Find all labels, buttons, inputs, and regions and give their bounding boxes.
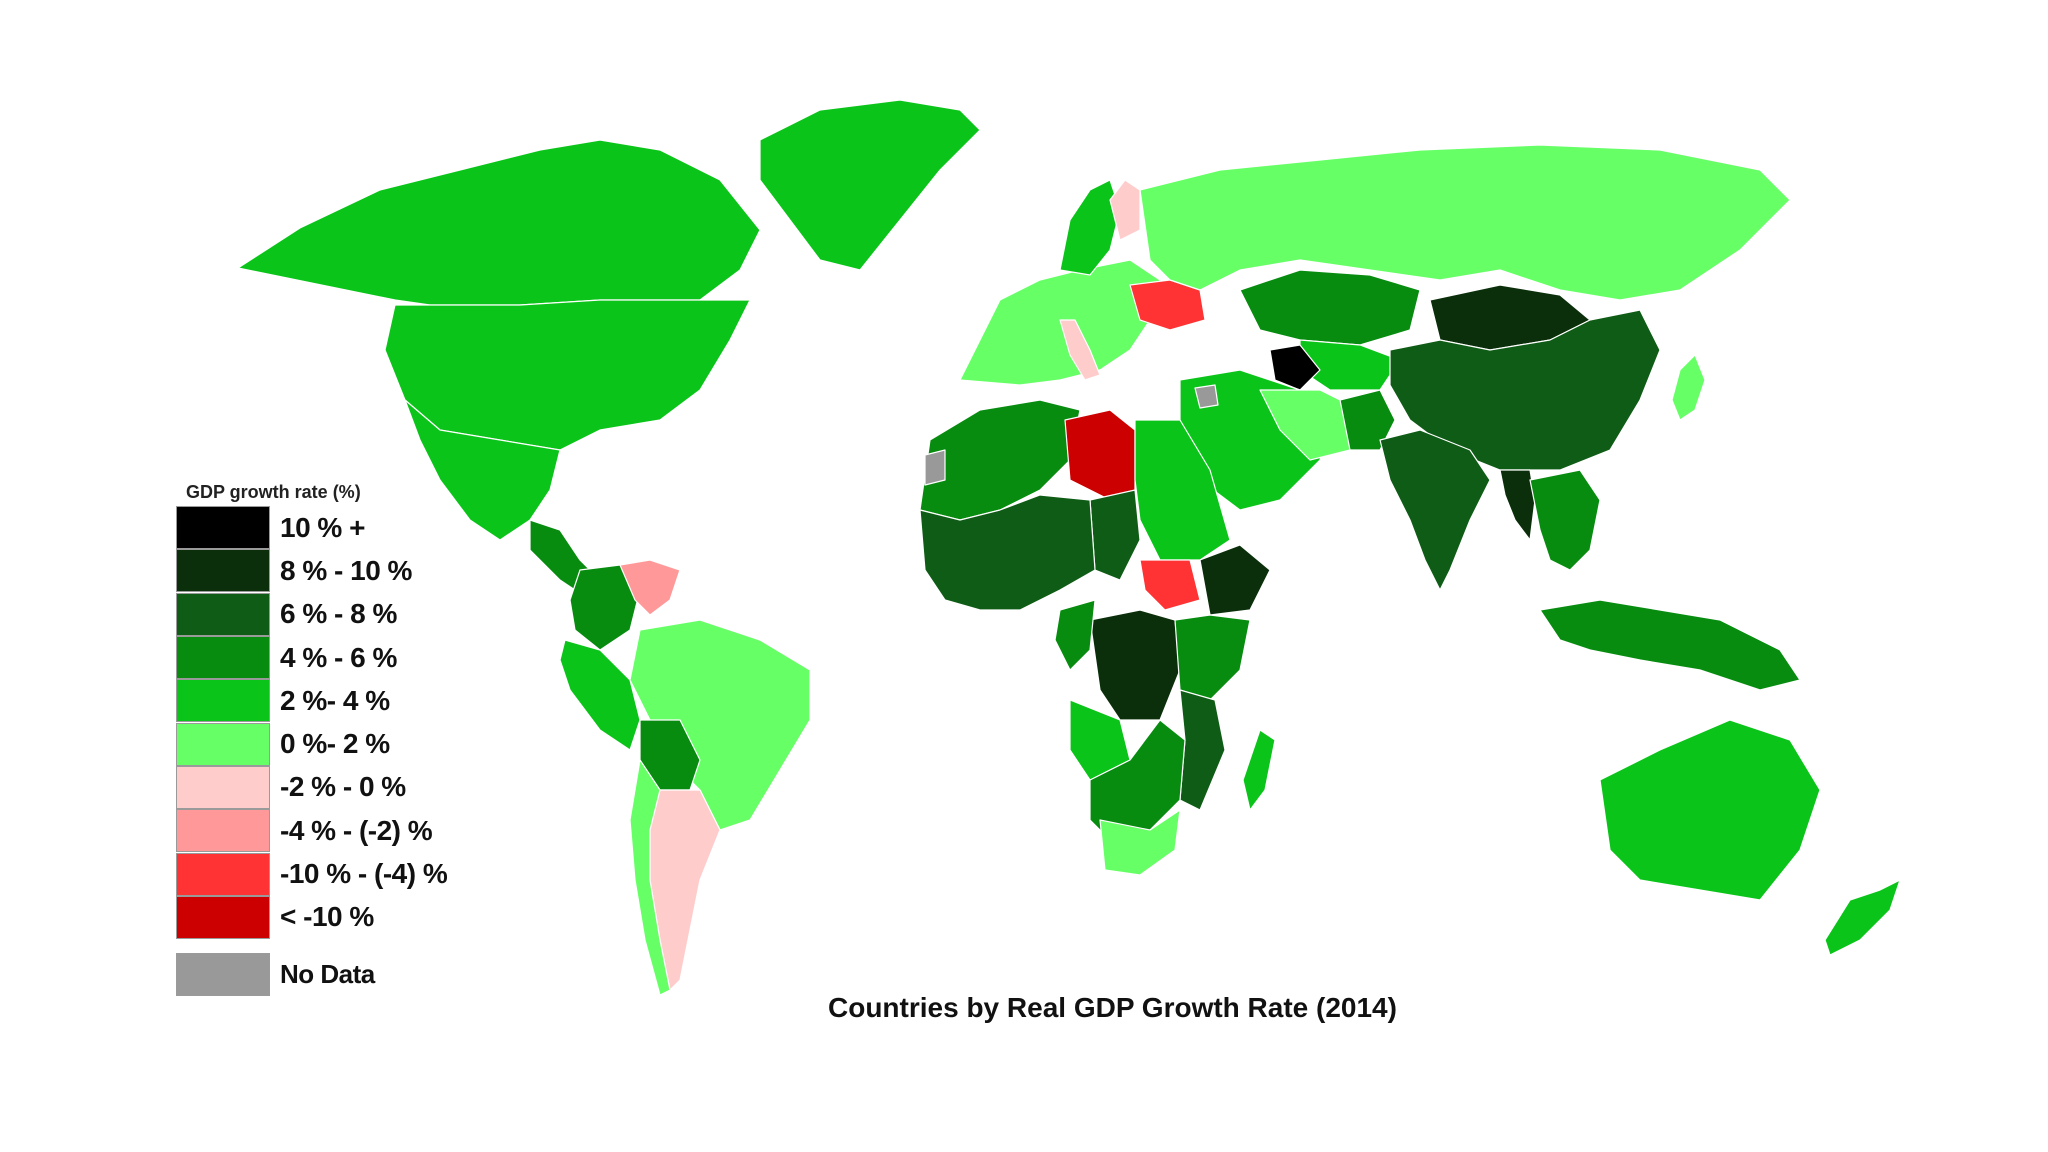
- region-pakistan: [1339, 389, 1396, 451]
- legend-swatch: [176, 953, 270, 997]
- legend-swatch: [176, 722, 270, 766]
- legend-label: 10 % +: [280, 511, 365, 543]
- legend-item: < -10 %: [176, 895, 506, 939]
- region-chile: [629, 759, 671, 996]
- legend-item: 10 % +: [176, 506, 506, 550]
- legend-label: 0 %- 2 %: [280, 728, 390, 760]
- region-myanmar: [1499, 469, 1536, 541]
- legend-item: -4 % - (-2) %: [176, 809, 506, 853]
- legend-label: < -10 %: [280, 901, 374, 933]
- region-southern-africa: [1089, 719, 1186, 841]
- legend-swatch: [176, 852, 270, 896]
- legend-item: 8 % - 10 %: [176, 549, 506, 593]
- legend-swatch: [176, 895, 270, 939]
- region-finland: [1109, 179, 1141, 241]
- region-china: [1389, 309, 1661, 471]
- region-united-states: [384, 299, 751, 451]
- legend-item: 0 %- 2 %: [176, 722, 506, 766]
- legend-item: -2 % - 0 %: [176, 765, 506, 809]
- region-indonesia: [1539, 599, 1801, 691]
- region-south-sudan: [1139, 559, 1201, 611]
- region-madagascar: [1242, 729, 1276, 811]
- legend-swatch: [176, 592, 270, 636]
- legend-swatch: [176, 765, 270, 809]
- legend-rows: 10 % + 8 % - 10 % 6 % - 8 % 4 % - 6 % 2 %- 4…: [176, 506, 506, 997]
- legend-item: 6 % - 8 %: [176, 592, 506, 636]
- region-syria: [1194, 384, 1219, 409]
- legend-label: 8 % - 10 %: [280, 554, 412, 586]
- legend-swatch: [176, 679, 270, 723]
- region-west-sahara: [924, 449, 946, 486]
- region-kazakhstan: [1239, 269, 1421, 346]
- legend-title: GDP growth rate (%): [186, 482, 361, 502]
- region-central-africa: [1054, 599, 1096, 671]
- map-legend: GDP growth rate (%) 10 % + 8 % - 10 % 6 % …: [176, 478, 506, 997]
- legend-label: 2 %- 4 %: [280, 684, 390, 716]
- region-scandinavia: [1059, 179, 1121, 276]
- region-new-zealand: [1824, 879, 1901, 956]
- legend-swatch: [176, 549, 270, 593]
- legend-item: -10 % - (-4) %: [176, 852, 506, 896]
- region-southeast-asia: [1529, 469, 1601, 571]
- legend-label: -2 % - 0 %: [280, 771, 406, 803]
- legend-label: No Data: [280, 959, 375, 990]
- region-ethiopia: [1199, 544, 1271, 616]
- region-west-africa: [919, 494, 1096, 611]
- region-turkmenistan: [1269, 344, 1321, 391]
- legend-swatch: [176, 809, 270, 853]
- region-mozambique: [1179, 689, 1226, 811]
- legend-item: No Data: [176, 953, 506, 997]
- legend-item: 2 %- 4 %: [176, 679, 506, 723]
- region-canada: [237, 139, 761, 306]
- region-australia: [1599, 719, 1821, 901]
- region-libya: [1064, 409, 1136, 501]
- region-italy: [1059, 319, 1101, 381]
- region-greenland: [759, 99, 981, 271]
- region-venezuela: [619, 559, 681, 616]
- region-europe: [959, 259, 1161, 386]
- chart-title: Countries by Real GDP Growth Rate (2014): [828, 992, 1397, 1023]
- region-russia: [1139, 144, 1791, 301]
- region-japan: [1671, 354, 1706, 421]
- region-chad: [1089, 489, 1141, 581]
- legend-label: -4 % - (-2) %: [280, 814, 433, 846]
- region-india: [1379, 429, 1491, 591]
- legend-label: 4 % - 6 %: [280, 641, 397, 673]
- legend-item: 4 % - 6 %: [176, 636, 506, 680]
- region-peru: [559, 639, 641, 751]
- legend-label: -10 % - (-4) %: [280, 858, 448, 890]
- legend-swatch: [176, 506, 270, 550]
- region-east-africa: [1174, 614, 1251, 701]
- legend-swatch: [176, 636, 270, 680]
- legend-label: 6 % - 8 %: [280, 598, 397, 630]
- region-dr-congo: [1089, 609, 1181, 721]
- region-south-africa: [1099, 809, 1181, 876]
